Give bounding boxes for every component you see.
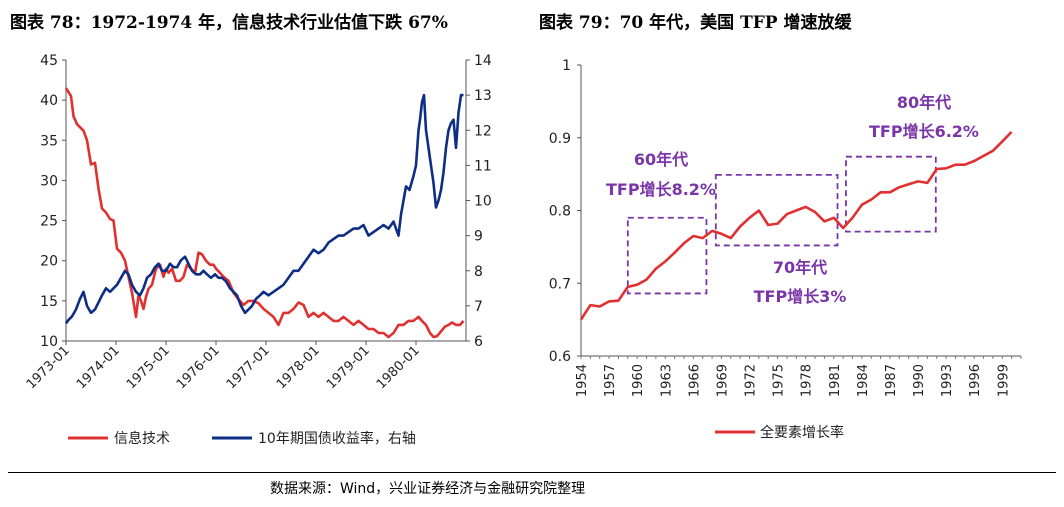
legend-label-tfp: 全要素增长率 xyxy=(760,424,844,441)
decade-growth-1: TFP增长8.2% xyxy=(606,180,716,199)
decade-label-3: 80年代 xyxy=(897,93,951,112)
y-tick-label: 0.8 xyxy=(549,204,571,220)
y-tick-label: 1 xyxy=(562,58,571,74)
x-tick-label: 1996 xyxy=(968,364,983,397)
right-y-tick-label: 8 xyxy=(474,264,483,280)
series-line-treasury-yield xyxy=(64,93,464,325)
x-tick-label: 1954 xyxy=(575,364,590,397)
decade-label-1: 60年代 xyxy=(634,150,688,169)
decade-growth-2: TFP增长3% xyxy=(754,287,847,306)
x-tick-label: 1981 xyxy=(828,364,843,397)
x-tick-label: 1980-01 xyxy=(374,343,423,392)
left-y-tick-label: 40 xyxy=(40,93,58,109)
right-chart-title: 图表 79：70 年代，美国 TFP 增速放缓 xyxy=(539,13,852,33)
x-tick-label: 1969 xyxy=(715,364,730,397)
left-y-tick-label: 20 xyxy=(40,254,58,270)
right-y-tick-label: 6 xyxy=(474,334,483,350)
x-tick-label: 1990 xyxy=(912,364,927,397)
left-y-tick-label: 10 xyxy=(40,334,58,350)
x-tick-label: 1974-01 xyxy=(74,343,123,392)
series-line-tfp xyxy=(579,130,1013,321)
decade-growth-3: TFP增长6.2% xyxy=(869,122,979,141)
y-tick-label: 0.6 xyxy=(549,349,571,365)
right-y-tick-label: 12 xyxy=(474,123,492,139)
x-tick-label: 1987 xyxy=(884,364,899,397)
left-y-tick-label: 30 xyxy=(40,173,58,189)
x-tick-label: 1999 xyxy=(996,364,1011,397)
right-y-tick-label: 7 xyxy=(474,299,483,315)
right-y-tick-label: 10 xyxy=(474,194,492,210)
x-tick-label: 1973-01 xyxy=(24,343,73,392)
x-tick-label: 1963 xyxy=(659,364,674,397)
x-tick-label: 1993 xyxy=(940,364,955,397)
decade-box-3 xyxy=(845,155,937,233)
x-tick-label: 1984 xyxy=(856,364,871,397)
x-tick-label: 1975-01 xyxy=(124,343,173,392)
decade-label-2: 70年代 xyxy=(773,258,827,277)
left-y-tick-label: 25 xyxy=(40,214,58,230)
x-tick-label: 1972 xyxy=(744,364,759,397)
x-tick-label: 1975 xyxy=(772,364,787,397)
x-tick-label: 1977-01 xyxy=(224,343,273,392)
series-line-it-valuation xyxy=(64,87,465,339)
legend-label-yield: 10年期国债收益率，右轴 xyxy=(258,430,416,447)
x-tick-label: 1976-01 xyxy=(174,343,223,392)
x-tick-label: 1966 xyxy=(687,364,702,397)
right-y-tick-label: 9 xyxy=(474,229,483,245)
x-tick-label: 1978 xyxy=(800,364,815,397)
x-tick-label: 1979-01 xyxy=(324,343,373,392)
y-tick-label: 0.9 xyxy=(549,131,571,147)
left-y-tick-label: 15 xyxy=(40,294,58,310)
left-y-tick-label: 45 xyxy=(40,53,58,69)
legend-label-it: 信息技术 xyxy=(114,430,170,447)
right-y-tick-label: 14 xyxy=(474,53,492,69)
decade-box-1 xyxy=(626,216,708,295)
right-y-tick-label: 13 xyxy=(474,88,492,104)
right-y-tick-label: 11 xyxy=(474,158,492,174)
x-tick-label: 1957 xyxy=(603,364,618,397)
left-chart-title: 图表 78：1972-1974 年，信息技术行业估值下跌 67% xyxy=(10,13,448,33)
y-tick-label: 0.7 xyxy=(549,276,571,292)
bottom-rule xyxy=(8,472,1056,473)
decade-box-2 xyxy=(714,173,839,247)
x-tick-label: 1960 xyxy=(631,364,646,397)
x-tick-label: 1978-01 xyxy=(274,343,323,392)
source-note: 数据来源：Wind，兴业证券经济与金融研究院整理 xyxy=(270,481,586,497)
right-chart: 0.6 0.7 0.8 0.9 1 1954 1957 1960 1963 1966 1969 197… xyxy=(549,58,1022,441)
left-y-tick-label: 35 xyxy=(40,133,58,149)
